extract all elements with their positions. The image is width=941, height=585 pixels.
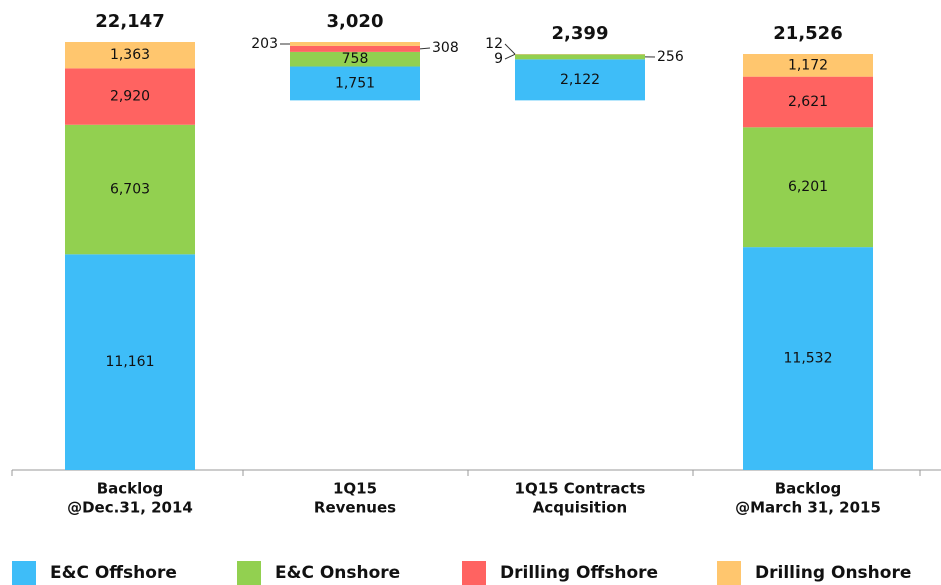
- legend-swatch: [12, 561, 36, 585]
- bar-segment: [743, 76, 873, 128]
- segment-label: 308: [432, 40, 459, 56]
- bar-segment: [290, 45, 420, 52]
- x-tick-label: 1Q15 Contracts: [515, 480, 646, 498]
- segment-label: 2,621: [788, 94, 828, 110]
- segment-label: 11,532: [784, 351, 833, 367]
- segment-label: 203: [251, 36, 278, 52]
- segment-label: 11,161: [106, 354, 155, 370]
- total-label: 2,399: [552, 23, 609, 44]
- bar-segment: [65, 254, 195, 470]
- x-tick-label: 1Q15: [333, 480, 377, 498]
- segment-label: 6,201: [788, 179, 828, 195]
- segment-label: 256: [657, 49, 684, 65]
- x-tick-label: Backlog: [775, 480, 842, 498]
- legend-label: E&C Offshore: [50, 563, 177, 583]
- bar-segment: [290, 51, 420, 67]
- segment-label: 12: [485, 36, 503, 52]
- leader-line: [419, 47, 431, 50]
- bar-segment: [65, 124, 195, 255]
- legend-swatch: [237, 561, 261, 585]
- total-label: 3,020: [327, 11, 384, 32]
- bar-segment: [743, 127, 873, 248]
- segment-label: 6,703: [110, 182, 150, 198]
- x-tick-label: @March 31, 2015: [735, 499, 881, 517]
- bar-segment: [515, 59, 645, 101]
- bar-segment: [290, 42, 420, 46]
- x-tick-label: Acquisition: [533, 499, 627, 517]
- bar-segment: [290, 66, 420, 101]
- segment-label: 9: [494, 51, 503, 67]
- legend-label: Drilling Onshore: [755, 563, 911, 583]
- bar-segment: [743, 54, 873, 77]
- segment-label: 2,920: [110, 89, 150, 105]
- x-tick-label: Revenues: [314, 499, 396, 517]
- segment-label: 1,172: [788, 57, 828, 73]
- total-label: 22,147: [95, 11, 164, 32]
- bar-segment: [515, 54, 645, 60]
- legend-label: E&C Onshore: [275, 563, 400, 583]
- segment-label: 1,751: [335, 75, 375, 91]
- legend-swatch: [462, 561, 486, 585]
- leader-line: [504, 53, 516, 60]
- leader-line: [504, 43, 516, 55]
- segment-label: 1,363: [110, 47, 150, 63]
- segment-label: 758: [342, 51, 369, 67]
- bar-segment: [65, 42, 195, 69]
- bar-segment: [743, 247, 873, 470]
- segment-label: 2,122: [560, 72, 600, 88]
- bar-segment: [65, 68, 195, 125]
- legend-label: Drilling Offshore: [500, 563, 658, 583]
- x-tick-label: @Dec.31, 2014: [67, 499, 193, 517]
- x-tick-label: Backlog: [97, 480, 164, 498]
- total-label: 21,526: [773, 23, 842, 44]
- legend-swatch: [717, 561, 741, 585]
